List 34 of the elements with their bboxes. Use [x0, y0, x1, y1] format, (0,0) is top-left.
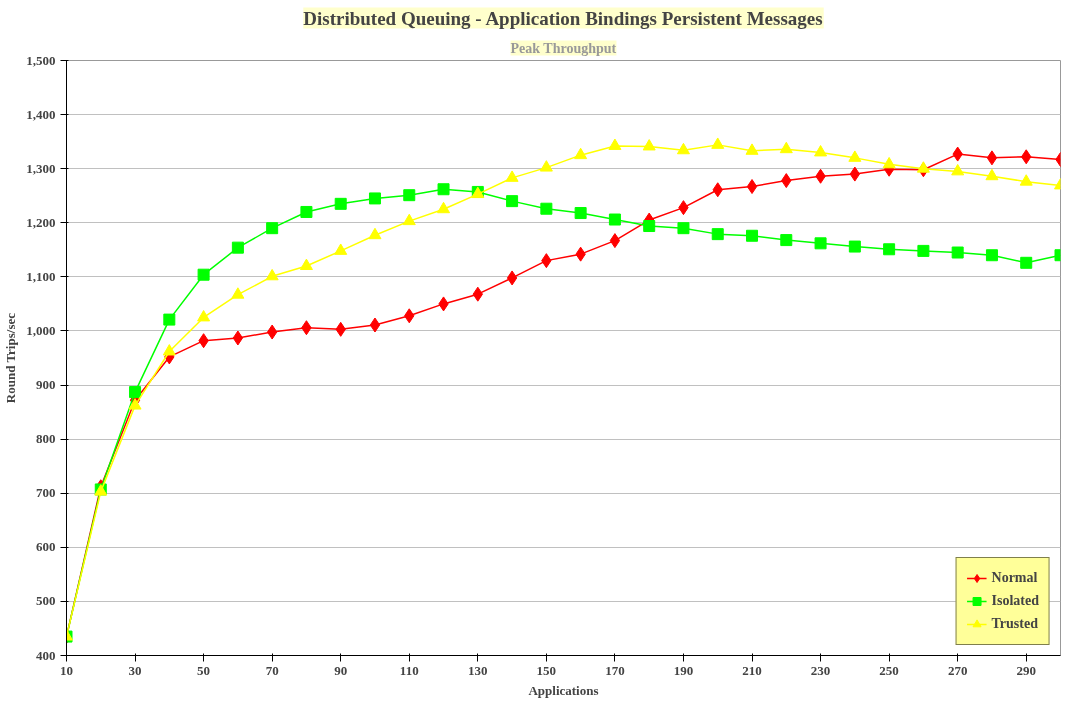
chart-title: Distributed Queuing - Application Bindings Persistent Messages — [303, 7, 823, 29]
y-tick-label: 800 — [36, 431, 56, 447]
y-tick-label: 500 — [36, 593, 56, 609]
x-tick-label: 270 — [947, 662, 968, 678]
chart-subtitle: Peak Throughput — [510, 40, 617, 56]
x-tick-label: 30 — [128, 662, 142, 678]
legend-label: Trusted — [991, 616, 1038, 632]
x-tick-label: 10 — [60, 662, 73, 678]
y-tick-label: 400 — [36, 647, 56, 663]
y-tick-label: 1,200 — [26, 214, 56, 230]
x-tick-label: 290 — [1016, 662, 1036, 678]
y-tick-label: 1,400 — [26, 106, 56, 122]
x-axis-title: Applications — [528, 682, 599, 698]
x-tick-label: 250 — [879, 662, 899, 678]
y-tick-label: 600 — [36, 539, 56, 555]
y-tick-label: 700 — [36, 485, 56, 501]
x-tick-label: 70 — [265, 662, 279, 678]
x-tick-label: 110 — [399, 662, 419, 678]
y-tick-label: 1,300 — [26, 160, 56, 176]
x-tick-label: 130 — [468, 662, 488, 678]
x-tick-label: 50 — [197, 662, 211, 678]
x-tick-label: 90 — [334, 662, 348, 678]
x-tick-label: 230 — [810, 662, 831, 678]
x-tick-label: 190 — [673, 662, 694, 678]
y-tick-label: 1,100 — [26, 268, 56, 284]
legend-label: Normal — [991, 570, 1038, 586]
x-tick-label: 170 — [605, 662, 625, 678]
y-tick-label: 1,000 — [26, 322, 56, 338]
x-tick-label: 210 — [742, 662, 762, 678]
x-tick-label: 150 — [536, 662, 557, 678]
y-tick-label: 900 — [36, 377, 56, 393]
legend-label: Isolated — [991, 593, 1039, 609]
y-axis-title: Round Trips/sec — [3, 312, 19, 404]
y-tick-label: 1,500 — [26, 52, 56, 68]
